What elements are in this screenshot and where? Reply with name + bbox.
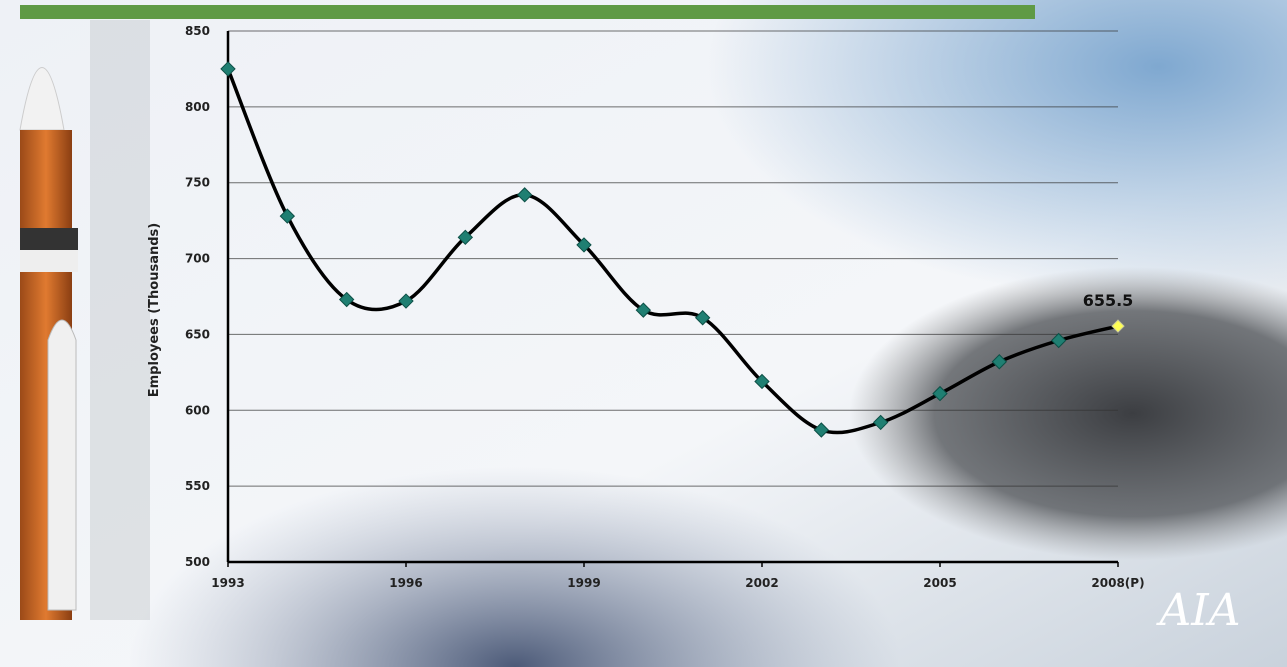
marker <box>694 310 711 326</box>
marker <box>635 302 652 318</box>
y-tick-label: 800 <box>185 100 210 114</box>
marker <box>516 187 533 203</box>
x-tick-label: 2005 <box>923 576 956 590</box>
y-axis-label: Employees (Thousands) <box>147 223 162 398</box>
top-bar <box>20 5 1035 19</box>
y-tick-label: 500 <box>185 555 210 569</box>
marker <box>576 237 592 253</box>
x-tick-label: 2002 <box>745 576 778 590</box>
x-tick-label: 1993 <box>211 576 244 590</box>
marker <box>991 354 1008 370</box>
marker <box>338 291 355 308</box>
marker <box>398 293 414 309</box>
y-tick-label: 600 <box>185 403 210 417</box>
marker <box>813 422 830 438</box>
marker <box>932 385 948 402</box>
y-tick-label: 700 <box>185 252 210 266</box>
data-label: 655.5 <box>1083 291 1134 310</box>
marker <box>1111 319 1125 333</box>
x-tick-label: 1999 <box>567 576 600 590</box>
marker <box>872 414 889 431</box>
y-tick-label: 650 <box>185 327 210 341</box>
x-tick-label: 1996 <box>389 576 422 590</box>
rocket-decoration <box>19 20 150 620</box>
y-tick-label: 850 <box>185 24 210 38</box>
logo: AIA <box>1156 585 1241 636</box>
y-tick-label: 750 <box>185 176 210 190</box>
marker <box>220 61 236 77</box>
marker <box>457 229 474 246</box>
marker <box>754 373 770 390</box>
x-tick-label: 2008(P) <box>1091 576 1144 590</box>
y-tick-label: 550 <box>185 479 210 493</box>
marker <box>1050 332 1067 349</box>
marker <box>279 208 296 224</box>
